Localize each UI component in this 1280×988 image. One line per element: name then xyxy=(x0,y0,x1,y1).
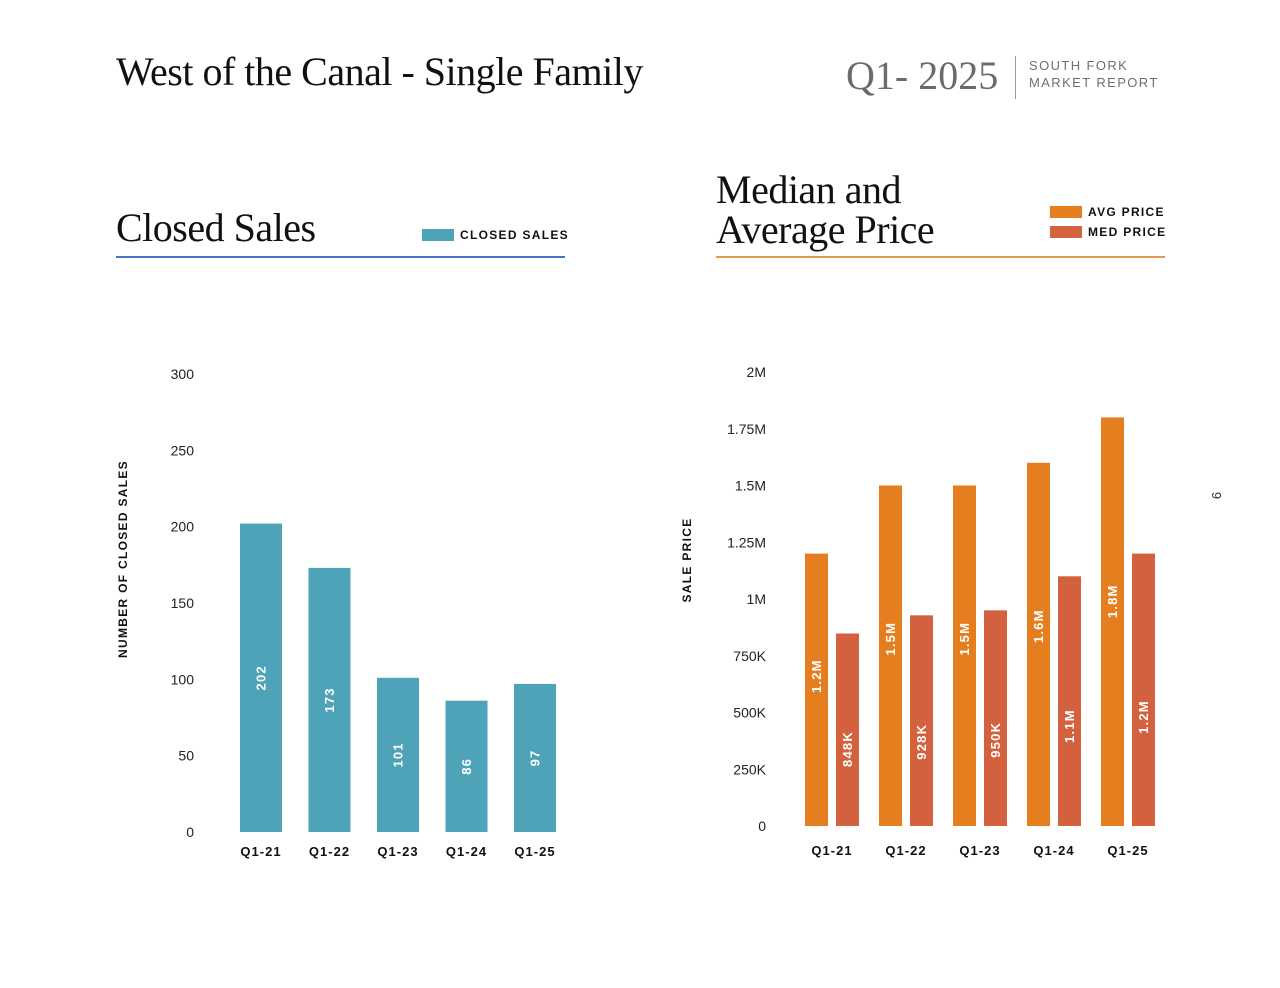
price-bar-avg-price xyxy=(953,485,976,826)
price-data-label: 1.8M xyxy=(1105,584,1120,618)
price-ytick-label: 0 xyxy=(758,818,766,834)
header-divider xyxy=(1015,56,1016,99)
price-ytick-label: 500K xyxy=(733,705,766,721)
price-category-label: Q1-24 xyxy=(1033,843,1074,858)
price-bar-avg-price xyxy=(805,553,828,826)
price-ytick-label: 1.75M xyxy=(727,421,766,437)
closed-sales-ytick-label: 100 xyxy=(171,671,195,687)
avg-price-legend-swatch xyxy=(1050,206,1082,218)
closed-sales-ytick-label: 200 xyxy=(171,519,195,535)
price-data-label: 1.6M xyxy=(1031,609,1046,643)
closed-sales-ytick-label: 300 xyxy=(171,366,195,382)
price-rule xyxy=(716,256,1165,258)
price-ytick-label: 1M xyxy=(747,591,766,607)
closed-sales-category-label: Q1-21 xyxy=(240,844,281,859)
closed-sales-category-label: Q1-23 xyxy=(377,844,418,859)
price-ytick-label: 1.25M xyxy=(727,534,766,550)
closed-sales-y-axis-label: NUMBER OF CLOSED SALES xyxy=(116,460,130,658)
closed-sales-title: Closed Sales xyxy=(116,205,316,250)
price-data-label: 950K xyxy=(988,722,1003,758)
price-bar-med-price xyxy=(1058,576,1081,826)
price-data-label: 1.1M xyxy=(1062,709,1077,743)
med-price-legend-label: MED PRICE xyxy=(1088,225,1167,239)
price-bar-avg-price xyxy=(1027,462,1050,826)
price-data-label: 1.5M xyxy=(957,622,972,656)
price-bar-avg-price xyxy=(879,485,902,826)
price-title: Median and Average Price xyxy=(716,167,935,252)
closed-sales-data-label: 86 xyxy=(459,758,474,775)
price-bar-avg-price xyxy=(1101,417,1124,826)
price-title-line2: Average Price xyxy=(716,207,935,252)
price-bar-med-price xyxy=(1132,553,1155,826)
closed-sales-legend-swatch xyxy=(422,229,454,241)
price-category-label: Q1-21 xyxy=(811,843,852,858)
avg-price-legend: AVG PRICE xyxy=(1050,205,1165,219)
closed-sales-data-label: 202 xyxy=(254,665,269,690)
price-y-axis-label: SALE PRICE xyxy=(680,517,694,602)
price-ytick-label: 1.5M xyxy=(735,478,766,494)
closed-sales-data-label: 173 xyxy=(322,687,337,712)
price-bar-med-price xyxy=(836,633,859,826)
report-name-line1: SOUTH FORK xyxy=(1029,58,1129,73)
closed-sales-ytick-label: 250 xyxy=(171,442,195,458)
closed-sales-bar-closed-sales xyxy=(240,523,282,832)
price-bar-med-price xyxy=(984,610,1007,826)
report-name-line2: MARKET REPORT xyxy=(1029,75,1159,90)
med-price-legend-swatch xyxy=(1050,226,1082,238)
closed-sales-bar-closed-sales xyxy=(308,567,351,832)
price-bar-med-price xyxy=(910,615,933,826)
price-ytick-label: 750K xyxy=(733,648,766,664)
closed-sales-category-label: Q1-25 xyxy=(514,844,555,859)
closed-sales-bar-closed-sales xyxy=(514,683,556,832)
price-category-label: Q1-23 xyxy=(959,843,1000,858)
closed-sales-data-label: 101 xyxy=(391,742,406,767)
avg-price-legend-label: AVG PRICE xyxy=(1088,205,1165,219)
page-title: West of the Canal - Single Family xyxy=(116,49,643,94)
closed-sales-legend-label: CLOSED SALES xyxy=(460,228,569,242)
report-name: SOUTH FORK MARKET REPORT xyxy=(1029,57,1159,91)
closed-sales-rule xyxy=(116,256,565,258)
report-quarter: Q1- 2025 xyxy=(846,53,999,98)
closed-sales-ytick-label: 0 xyxy=(186,824,194,840)
closed-sales-chart: 0 50 100 150 200 250 300 NUMBER OF CLOSED SALES… xyxy=(116,366,556,859)
price-data-label: 1.2M xyxy=(1136,700,1151,734)
price-data-label: 1.2M xyxy=(809,659,824,693)
closed-sales-legend: CLOSED SALES xyxy=(422,228,569,242)
price-ytick-label: 2M xyxy=(747,364,766,380)
closed-sales-ytick-label: 50 xyxy=(178,748,194,764)
closed-sales-category-label: Q1-22 xyxy=(309,844,350,859)
closed-sales-bar-closed-sales xyxy=(377,677,419,832)
price-ytick-label: 250K xyxy=(733,761,766,777)
price-title-line1: Median and xyxy=(716,167,901,212)
closed-sales-bar-closed-sales xyxy=(445,700,488,832)
price-data-label: 928K xyxy=(914,724,929,760)
closed-sales-category-label: Q1-24 xyxy=(446,844,487,859)
closed-sales-data-label: 97 xyxy=(528,750,543,767)
price-category-label: Q1-22 xyxy=(885,843,926,858)
med-price-legend: MED PRICE xyxy=(1050,225,1166,239)
price-data-label: 848K xyxy=(840,731,855,767)
price-data-label: 1.5M xyxy=(883,622,898,656)
price-category-label: Q1-25 xyxy=(1107,843,1148,858)
closed-sales-ytick-label: 150 xyxy=(171,595,195,611)
